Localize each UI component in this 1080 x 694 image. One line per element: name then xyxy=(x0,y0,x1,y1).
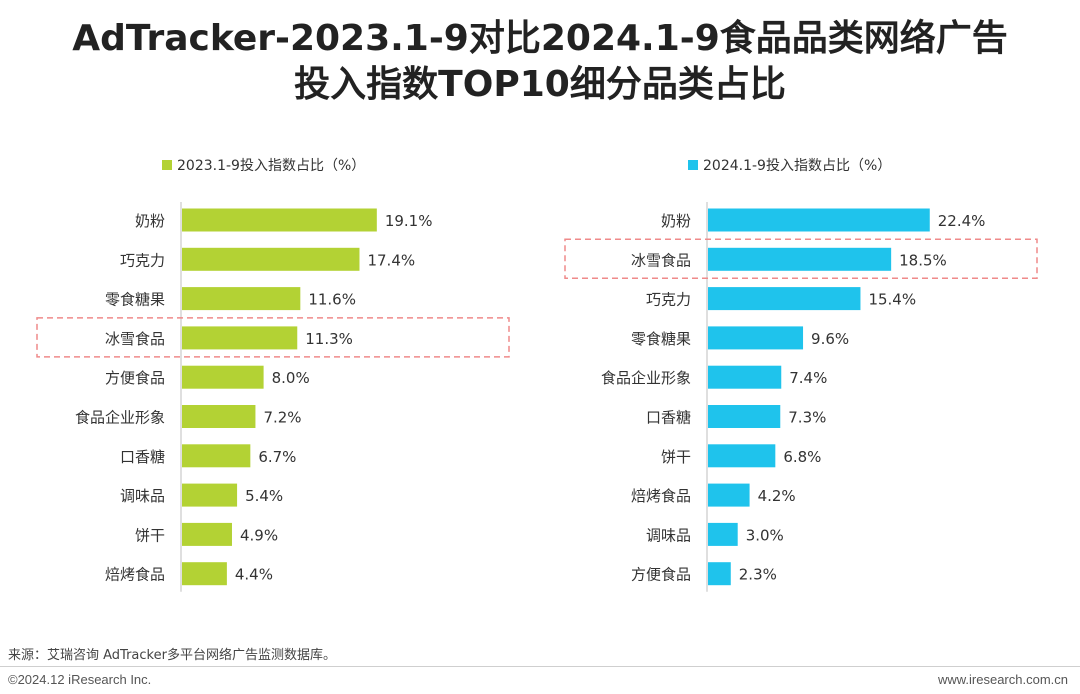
category-label-1-2: 巧克力 xyxy=(120,251,165,269)
value-label-2-1: 22.4% xyxy=(938,212,986,230)
value-label-2-2: 18.5% xyxy=(899,251,947,269)
category-label-2-10: 方便食品 xyxy=(631,566,691,584)
highlight-box-1 xyxy=(36,317,510,358)
value-label-1-10: 4.4% xyxy=(235,566,273,584)
value-label-2-5: 7.4% xyxy=(789,369,827,387)
legend-swatch-1 xyxy=(162,160,172,170)
value-label-2-9: 3.0% xyxy=(746,526,784,544)
value-label-2-10: 2.3% xyxy=(739,566,777,584)
chart-canvas: 2023.1-9投入指数占比（%） 奶粉 19.1% 巧克力 17.4% 零食糖果 11.6… xyxy=(36,158,1038,592)
value-label-1-6: 7.2% xyxy=(263,409,301,427)
value-label-2-8: 4.2% xyxy=(758,487,796,505)
footer-divider xyxy=(0,666,1080,667)
category-label-2-9: 调味品 xyxy=(646,526,691,544)
value-label-1-8: 5.4% xyxy=(245,487,283,505)
bar-1-9 xyxy=(182,522,232,546)
legend-label-1: 2023.1-9投入指数占比（%） xyxy=(177,158,365,174)
category-label-1-9: 饼干 xyxy=(135,526,165,544)
bar-2-8 xyxy=(708,483,750,507)
legend-swatch-2 xyxy=(688,160,698,170)
chart-title-line2: 投入指数TOP10细分品类占比 xyxy=(294,64,786,105)
value-label-1-9: 4.9% xyxy=(240,526,278,544)
category-label-1-6: 食品企业形象 xyxy=(75,409,165,427)
category-label-1-10: 焙烤食品 xyxy=(105,566,165,584)
bar-2-6 xyxy=(708,405,781,428)
highlight-box-2 xyxy=(564,238,1038,280)
bar-2-5 xyxy=(708,365,782,389)
bar-1-5 xyxy=(182,365,264,389)
bar-2-1 xyxy=(708,208,930,232)
bar-1-8 xyxy=(182,483,238,507)
category-label-1-8: 调味品 xyxy=(120,487,165,505)
bar-1-2 xyxy=(182,247,360,271)
bar-2-4 xyxy=(708,326,804,350)
value-label-2-6: 7.3% xyxy=(788,409,826,427)
bar-2-2 xyxy=(708,247,892,271)
bar-2-3 xyxy=(708,287,861,311)
value-label-1-4: 11.3% xyxy=(305,330,353,348)
bar-2-9 xyxy=(708,522,738,546)
copyright-text: ©2024.12 iResearch Inc. xyxy=(8,672,152,687)
bar-1-7 xyxy=(182,444,251,468)
bar-2-10 xyxy=(708,562,731,586)
category-label-1-7: 口香糖 xyxy=(120,448,165,466)
bar-1-1 xyxy=(182,208,377,232)
category-label-2-7: 饼干 xyxy=(661,448,691,466)
value-label-1-3: 11.6% xyxy=(308,291,356,309)
category-label-2-4: 零食糖果 xyxy=(631,330,691,348)
category-label-1-1: 奶粉 xyxy=(135,212,165,230)
value-label-1-2: 17.4% xyxy=(367,251,415,269)
value-label-2-3: 15.4% xyxy=(868,291,916,309)
category-label-2-8: 焙烤食品 xyxy=(631,487,691,505)
value-label-2-7: 6.8% xyxy=(783,448,821,466)
bar-2-7 xyxy=(708,444,776,468)
category-label-2-5: 食品企业形象 xyxy=(601,369,691,387)
category-label-2-6: 口香糖 xyxy=(646,409,691,427)
value-label-1-1: 19.1% xyxy=(385,212,433,230)
website-url: www.iresearch.com.cn xyxy=(937,672,1068,687)
bar-1-10 xyxy=(182,562,227,586)
category-label-1-4: 冰雪食品 xyxy=(105,330,165,348)
bar-1-4 xyxy=(182,326,298,350)
bar-1-6 xyxy=(182,405,256,428)
bar-1-3 xyxy=(182,287,301,311)
category-label-2-2: 冰雪食品 xyxy=(631,251,691,269)
category-label-1-5: 方便食品 xyxy=(105,369,165,387)
category-label-1-3: 零食糖果 xyxy=(105,291,165,309)
source-note: 来源：艾瑞咨询 AdTracker多平台网络广告监测数据库。 xyxy=(8,648,336,663)
category-label-2-1: 奶粉 xyxy=(661,212,691,230)
category-label-2-3: 巧克力 xyxy=(646,291,691,309)
value-label-1-5: 8.0% xyxy=(272,369,310,387)
legend-label-2: 2024.1-9投入指数占比（%） xyxy=(703,158,891,174)
value-label-2-4: 9.6% xyxy=(811,330,849,348)
value-label-1-7: 6.7% xyxy=(258,448,296,466)
chart-title-line1: AdTracker-2023.1-9对比2024.1-9食品品类网络广告 xyxy=(72,18,1008,59)
